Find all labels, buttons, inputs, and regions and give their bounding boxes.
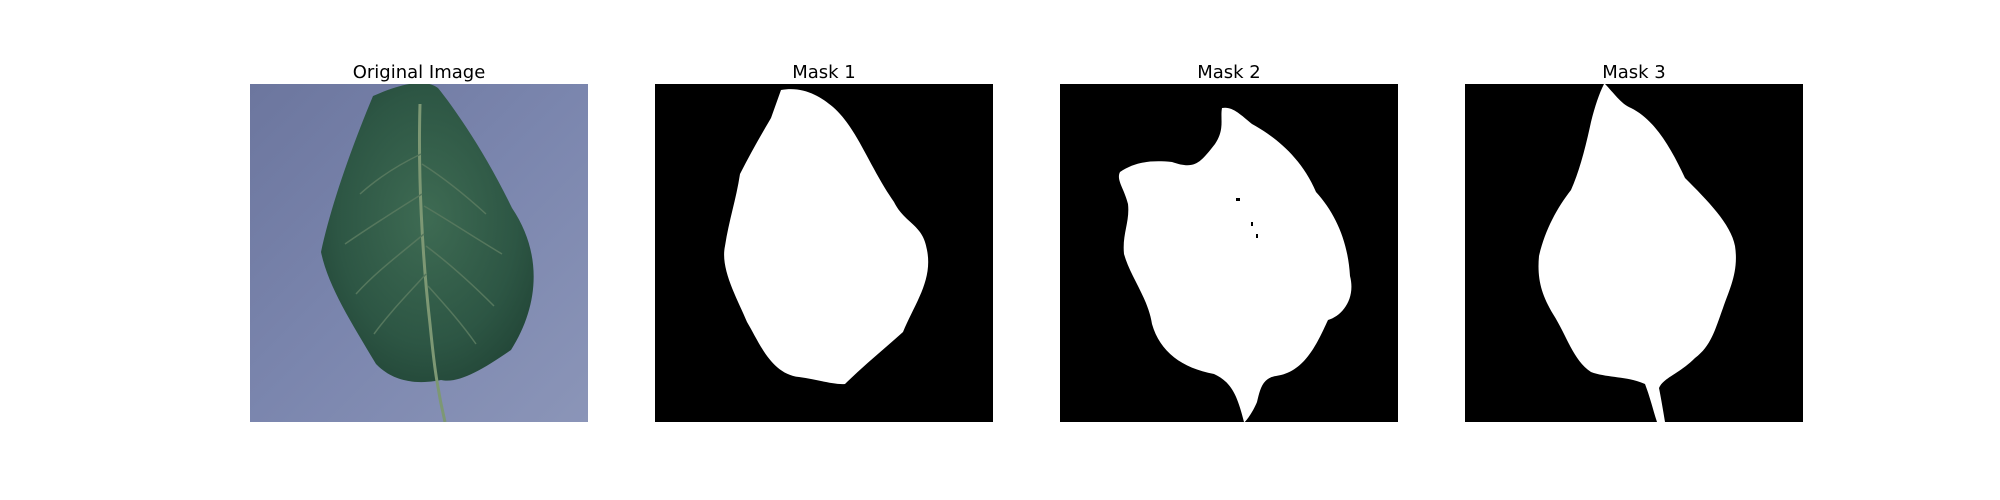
panel-original: Original Image: [250, 62, 588, 422]
mask-1-image: [655, 84, 993, 422]
panel-mask-2: Mask 2: [1060, 62, 1398, 422]
mask-foreground: [1119, 107, 1352, 422]
panel-title: Mask 2: [1197, 62, 1261, 83]
panel-title: Mask 3: [1602, 62, 1666, 83]
panel-mask-1: Mask 1: [655, 62, 993, 422]
mask-3-image: [1465, 84, 1803, 422]
panel-title: Mask 1: [792, 62, 856, 83]
mask-2-image: [1060, 84, 1398, 422]
leaf-midrib: [418, 103, 447, 422]
panel-mask-3: Mask 3: [1465, 62, 1803, 422]
panel-title: Original Image: [352, 62, 486, 83]
original-leaf-photo: [250, 84, 588, 422]
leaf-shape: [321, 84, 534, 383]
mask-foreground: [1538, 84, 1736, 422]
mask-foreground: [724, 89, 929, 385]
